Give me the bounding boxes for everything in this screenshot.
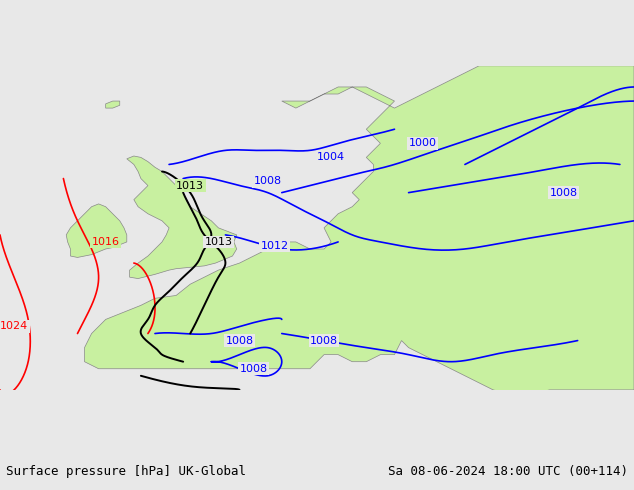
Text: 1004: 1004 (317, 152, 345, 162)
Text: 1008: 1008 (550, 188, 578, 197)
Text: 1008: 1008 (226, 336, 254, 345)
Polygon shape (127, 156, 236, 279)
Text: 1008: 1008 (310, 336, 338, 345)
Text: 1013: 1013 (176, 181, 204, 191)
Text: 1013: 1013 (204, 237, 233, 247)
Text: 1012: 1012 (261, 241, 289, 251)
Text: Sa 08-06-2024 18:00 UTC (00+114): Sa 08-06-2024 18:00 UTC (00+114) (387, 465, 628, 478)
Text: 1000: 1000 (409, 138, 437, 148)
Text: 1008: 1008 (254, 176, 281, 186)
Polygon shape (84, 66, 634, 397)
Text: 1008: 1008 (240, 364, 268, 374)
Text: 1024: 1024 (0, 321, 29, 331)
Text: Surface pressure [hPa] UK-Global: Surface pressure [hPa] UK-Global (6, 465, 247, 478)
Polygon shape (66, 204, 127, 257)
Text: 1016: 1016 (92, 237, 120, 247)
Polygon shape (106, 101, 120, 108)
